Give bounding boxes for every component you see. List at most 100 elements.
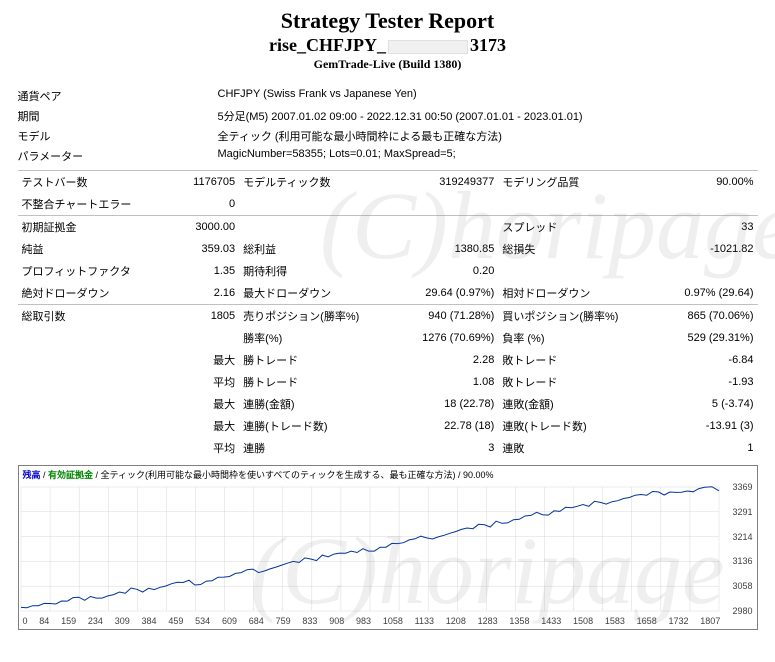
cell-v1: 平均 [159,371,239,393]
xlabel: 1433 [541,616,561,626]
report-header: Strategy Tester Report rise_CHFJPY_3173 … [0,0,775,72]
xlabel: 1208 [446,616,466,626]
chart-title: 残高 / 有効証拠金 / 全ティック(利用可能な最小時間枠を使いすべてのティック… [19,466,757,483]
ylabel: 3369 [732,482,752,492]
stats-row: 最大勝トレード2.28敗トレード-6.84 [18,349,758,371]
cell-v2: 29.64 (0.97%) [388,282,498,305]
xlabel: 983 [356,616,371,626]
cell-v1: 359.03 [159,238,239,260]
cell-l3: 連敗(トレード数) [498,415,647,437]
cell-l3: 総損失 [498,238,647,260]
cell-v2: 1276 (70.69%) [388,327,498,349]
cell-v3: 90.00% [648,171,758,194]
broker-line: GemTrade-Live (Build 1380) [0,57,775,72]
chart-body: 336932913214313630582980 [19,483,757,615]
cell-l3: 負率 (%) [498,327,647,349]
cell-l3: モデリング品質 [498,171,647,194]
cell-v3: 5 (-3.74) [648,393,758,415]
cell-v2: 940 (71.28%) [388,305,498,328]
cell-v1: 1.35 [159,260,239,282]
cell-l1: テストバー数 [18,171,160,194]
stats-row: 絶対ドローダウン2.16最大ドローダウン29.64 (0.97%)相対ドローダウ… [18,282,758,305]
equity-chart: 残高 / 有効証拠金 / 全ティック(利用可能な最小時間枠を使いすべてのティック… [18,465,758,630]
cell-l2: 期待利得 [239,260,388,282]
cell-l3: スプレッド [498,216,647,239]
cell-l3: 相対ドローダウン [498,282,647,305]
cell-l3: 連敗(金額) [498,393,647,415]
cell-l3 [498,260,647,282]
cell-v2: 3 [388,437,498,459]
stats-row: 不整合チャートエラー0 [18,193,758,216]
cell-v1: 1176705 [159,171,239,194]
xlabel: 759 [276,616,291,626]
xlabel: 684 [249,616,264,626]
xlabel: 309 [115,616,130,626]
cell-v1: 最大 [159,349,239,371]
xlabel: 609 [222,616,237,626]
cell-l1: プロフィットファクタ [18,260,160,282]
cell-l3: 買いポジション(勝率%) [498,305,647,328]
stats-row: プロフィットファクタ1.35期待利得0.20 [18,260,758,282]
cell-l3 [498,193,647,216]
cell-l2: 最大ドローダウン [239,282,388,305]
ylabel: 3136 [732,556,752,566]
cell-v3 [648,260,758,282]
cell-l1 [18,371,160,393]
stats-table: テストバー数1176705モデルティック数319249377モデリング品質90.… [18,170,758,459]
cell-l1: 総取引数 [18,305,160,328]
report-title: Strategy Tester Report [0,8,775,34]
cell-l2: 連勝(金額) [239,393,388,415]
cell-v2: 2.28 [388,349,498,371]
stats-row: 勝率(%)1276 (70.69%)負率 (%)529 (29.31%) [18,327,758,349]
cell-v3: 529 (29.31%) [648,327,758,349]
cell-v2: 0.20 [388,260,498,282]
cell-v3: 1 [648,437,758,459]
cell-v1: 3000.00 [159,216,239,239]
cell-v2: 319249377 [388,171,498,194]
cell-l2: 総利益 [239,238,388,260]
cell-v3: 865 (70.06%) [648,305,758,328]
cell-l2: 売りポジション(勝率%) [239,305,388,328]
cell-v3: 0.97% (29.64) [648,282,758,305]
cell-l2: 連勝(トレード数) [239,415,388,437]
xlabel: 1732 [668,616,688,626]
report-subtitle: rise_CHFJPY_3173 [0,35,775,56]
xlabel: 1283 [478,616,498,626]
stats-row: テストバー数1176705モデルティック数319249377モデリング品質90.… [18,171,758,194]
cell-v2: 1.08 [388,371,498,393]
model-label: モデル [18,126,218,146]
cell-v3: 33 [648,216,758,239]
cell-v1: 平均 [159,437,239,459]
xlabel: 0 [23,616,28,626]
xlabel: 833 [302,616,317,626]
cell-v3 [648,193,758,216]
stats-row: 最大連勝(トレード数)22.78 (18)連敗(トレード数)-13.91 (3) [18,415,758,437]
cell-l1 [18,393,160,415]
cell-v2 [388,216,498,239]
ylabel: 2980 [732,606,752,616]
cell-v1 [159,327,239,349]
xlabel: 1658 [637,616,657,626]
stats-row: 最大連勝(金額)18 (22.78)連敗(金額)5 (-3.74) [18,393,758,415]
xlabel: 459 [168,616,183,626]
cell-l2: モデルティック数 [239,171,388,194]
xlabel: 1807 [700,616,720,626]
cell-v1: 最大 [159,393,239,415]
cell-l3: 敗トレード [498,349,647,371]
params-value: MagicNumber=58355; Lots=0.01; MaxSpread=… [218,146,758,166]
cell-l1 [18,349,160,371]
cell-v3: -1.93 [648,371,758,393]
cell-l2: 連勝 [239,437,388,459]
xlabel: 84 [39,616,49,626]
symbol-label: 通貨ペア [18,86,218,106]
cell-l1: 純益 [18,238,160,260]
stats-row: 平均勝トレード1.08敗トレード-1.93 [18,371,758,393]
cell-v3: -6.84 [648,349,758,371]
period-value: 5分足(M5) 2007.01.02 09:00 - 2022.12.31 00… [218,106,758,126]
xlabel: 534 [195,616,210,626]
stats-row: 初期証拠金3000.00 スプレッド33 [18,216,758,239]
cell-l1: 初期証拠金 [18,216,160,239]
cell-v2: 1380.85 [388,238,498,260]
cell-l3: 敗トレード [498,371,647,393]
cell-v1: 1805 [159,305,239,328]
